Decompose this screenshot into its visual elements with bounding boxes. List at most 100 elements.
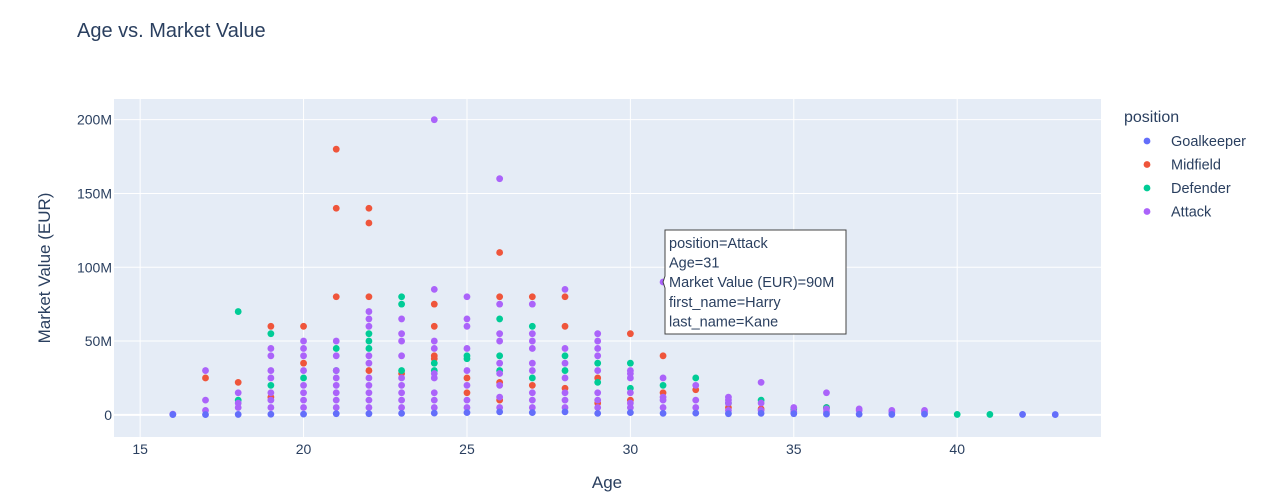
data-point[interactable]	[463, 293, 471, 301]
data-point[interactable]	[594, 378, 602, 386]
data-point[interactable]	[332, 352, 340, 360]
data-point[interactable]	[528, 409, 536, 417]
data-point[interactable]	[463, 409, 471, 417]
data-point[interactable]	[528, 337, 536, 345]
data-point[interactable]	[692, 396, 700, 404]
data-point[interactable]	[267, 404, 275, 411]
data-point[interactable]	[986, 411, 994, 418]
data-point[interactable]	[365, 367, 373, 374]
data-point[interactable]	[659, 374, 667, 382]
data-point[interactable]	[692, 409, 700, 417]
data-point[interactable]	[626, 359, 634, 367]
data-point[interactable]	[300, 352, 307, 360]
data-point[interactable]	[757, 378, 765, 386]
data-point[interactable]	[365, 322, 373, 330]
data-point[interactable]	[463, 355, 471, 363]
data-point[interactable]	[659, 404, 667, 411]
data-point[interactable]	[496, 393, 504, 401]
data-point[interactable]	[332, 389, 340, 397]
data-point[interactable]	[528, 330, 536, 338]
data-point[interactable]	[332, 337, 340, 345]
data-point[interactable]	[594, 345, 602, 352]
data-point[interactable]	[300, 322, 307, 330]
data-point[interactable]	[398, 367, 406, 374]
data-point[interactable]	[528, 374, 536, 382]
data-point[interactable]	[692, 381, 700, 389]
data-point[interactable]	[267, 389, 275, 397]
data-point[interactable]	[594, 352, 602, 360]
data-point[interactable]	[365, 404, 373, 411]
data-point[interactable]	[332, 345, 340, 352]
data-point[interactable]	[365, 204, 373, 212]
data-point[interactable]	[300, 367, 307, 374]
data-point[interactable]	[300, 389, 307, 397]
data-point[interactable]	[855, 410, 863, 418]
data-point[interactable]	[953, 411, 961, 418]
data-point[interactable]	[594, 330, 602, 338]
data-point[interactable]	[398, 374, 406, 382]
data-point[interactable]	[725, 410, 732, 418]
legend-item-goalkeeper[interactable]: Goalkeeper	[1143, 134, 1247, 150]
data-point[interactable]	[692, 404, 700, 411]
data-point[interactable]	[267, 330, 275, 338]
data-point[interactable]	[725, 399, 732, 407]
data-point[interactable]	[267, 367, 275, 374]
data-point[interactable]	[398, 300, 406, 308]
data-point[interactable]	[202, 411, 209, 418]
data-point[interactable]	[594, 359, 602, 367]
data-point[interactable]	[626, 399, 634, 407]
data-point[interactable]	[365, 315, 373, 323]
data-point[interactable]	[365, 330, 373, 338]
data-point[interactable]	[561, 396, 569, 404]
data-point[interactable]	[496, 293, 504, 301]
data-point[interactable]	[332, 404, 340, 411]
data-point[interactable]	[267, 396, 275, 404]
data-point[interactable]	[202, 367, 209, 374]
data-point[interactable]	[398, 293, 406, 301]
data-point[interactable]	[659, 396, 667, 404]
data-point[interactable]	[888, 411, 896, 418]
data-point[interactable]	[463, 404, 471, 411]
data-point[interactable]	[169, 411, 177, 418]
data-point[interactable]	[823, 410, 830, 418]
data-point[interactable]	[430, 286, 438, 293]
data-point[interactable]	[398, 381, 406, 389]
data-point[interactable]	[463, 322, 471, 330]
data-point[interactable]	[463, 315, 471, 323]
data-point[interactable]	[496, 408, 504, 416]
data-point[interactable]	[790, 410, 798, 418]
data-point[interactable]	[365, 308, 373, 315]
data-point[interactable]	[594, 337, 602, 345]
data-point[interactable]	[561, 345, 569, 352]
data-point[interactable]	[463, 389, 471, 397]
data-point[interactable]	[332, 381, 340, 389]
data-point[interactable]	[267, 381, 275, 389]
data-point[interactable]	[365, 219, 373, 227]
data-point[interactable]	[823, 389, 830, 397]
data-point[interactable]	[463, 374, 471, 382]
data-point[interactable]	[300, 359, 307, 367]
data-point[interactable]	[202, 396, 209, 404]
data-point[interactable]	[267, 352, 275, 360]
data-point[interactable]	[561, 293, 569, 301]
data-point[interactable]	[430, 409, 438, 417]
data-point[interactable]	[463, 345, 471, 352]
data-point[interactable]	[528, 367, 536, 374]
data-point[interactable]	[496, 381, 504, 389]
data-point[interactable]	[365, 381, 373, 389]
data-point[interactable]	[561, 286, 569, 293]
data-point[interactable]	[234, 378, 242, 386]
data-point[interactable]	[528, 381, 536, 389]
data-point[interactable]	[725, 393, 732, 401]
data-point[interactable]	[561, 408, 569, 416]
data-point[interactable]	[234, 399, 242, 407]
data-point[interactable]	[430, 300, 438, 308]
data-point[interactable]	[365, 359, 373, 367]
data-point[interactable]	[398, 409, 406, 417]
data-point[interactable]	[234, 411, 242, 418]
data-point[interactable]	[398, 330, 406, 338]
data-point[interactable]	[463, 367, 471, 374]
data-point[interactable]	[528, 389, 536, 397]
data-point[interactable]	[496, 352, 504, 360]
data-point[interactable]	[659, 352, 667, 360]
